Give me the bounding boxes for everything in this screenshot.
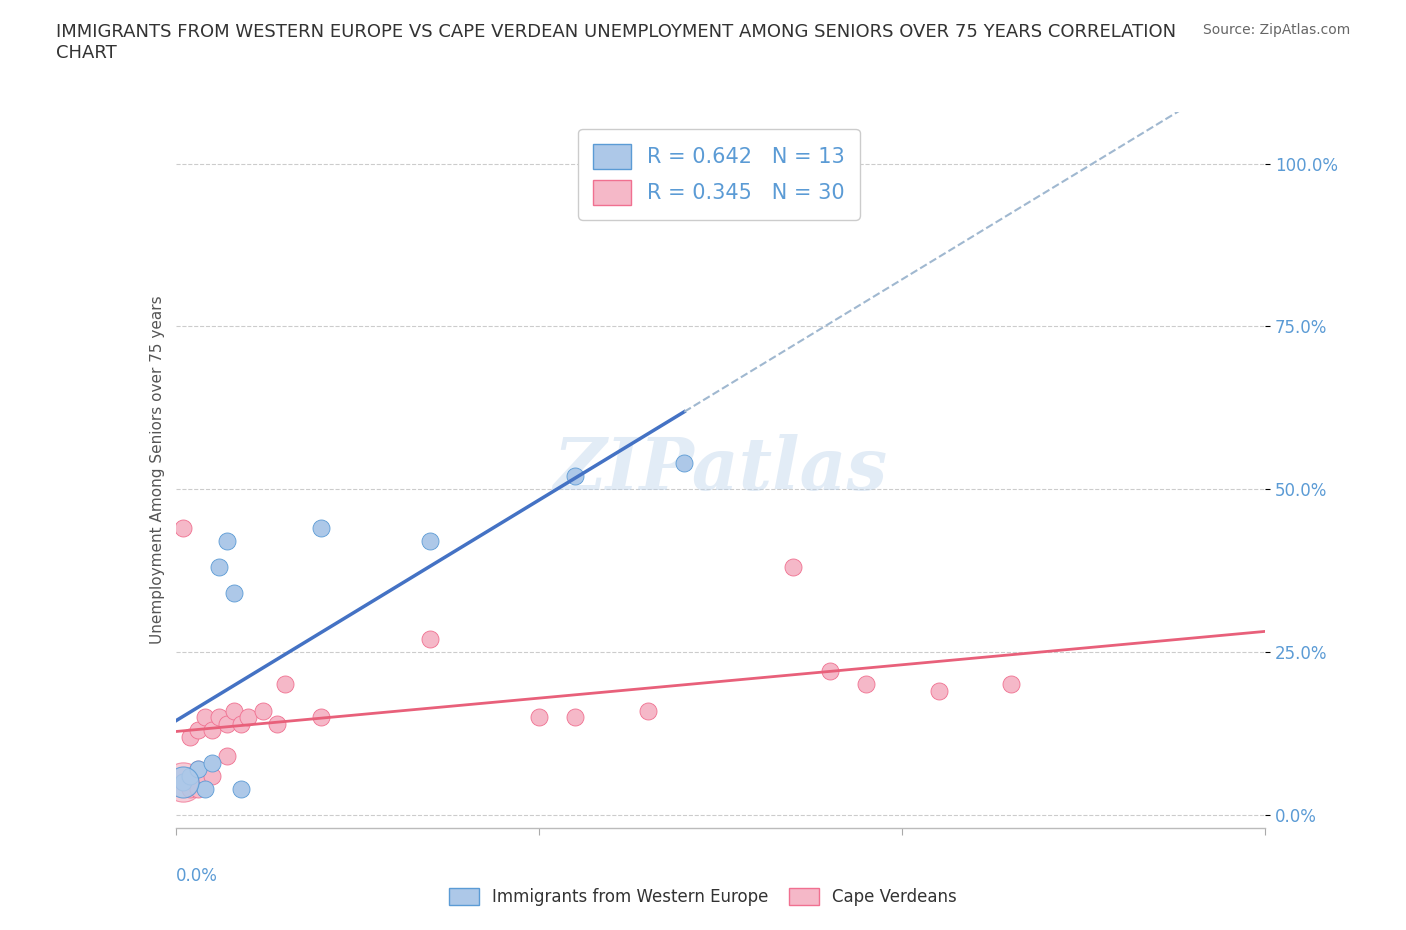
Point	[564, 469, 586, 484]
Point	[818, 664, 841, 679]
Point	[252, 703, 274, 718]
Point	[186, 762, 209, 777]
Point	[201, 755, 224, 770]
Point	[238, 710, 260, 724]
Point	[186, 723, 209, 737]
Point	[201, 723, 224, 737]
Point	[309, 710, 332, 724]
Point	[194, 781, 217, 796]
Point	[231, 781, 253, 796]
Point	[179, 768, 201, 783]
Point	[673, 456, 696, 471]
Point	[266, 716, 288, 731]
Point	[564, 710, 586, 724]
Point	[274, 677, 297, 692]
Point	[208, 560, 231, 575]
Text: 0.0%: 0.0%	[176, 867, 218, 885]
Point	[179, 781, 201, 796]
Point	[419, 631, 441, 646]
Legend: R = 0.642   N = 13, R = 0.345   N = 30: R = 0.642 N = 13, R = 0.345 N = 30	[578, 129, 859, 219]
Point	[194, 768, 217, 783]
Point	[309, 521, 332, 536]
Point	[172, 775, 194, 790]
Point	[194, 710, 217, 724]
Point	[208, 710, 231, 724]
Point	[172, 521, 194, 536]
Text: ZIPatlas: ZIPatlas	[554, 434, 887, 505]
Point	[172, 775, 194, 790]
Point	[215, 716, 238, 731]
Point	[419, 534, 441, 549]
Point	[222, 703, 245, 718]
Point	[179, 729, 201, 744]
Y-axis label: Unemployment Among Seniors over 75 years: Unemployment Among Seniors over 75 years	[149, 296, 165, 644]
Point	[1000, 677, 1022, 692]
Point	[201, 768, 224, 783]
Point	[215, 534, 238, 549]
Point	[172, 775, 194, 790]
Point	[172, 775, 194, 790]
Point	[637, 703, 659, 718]
Point	[222, 586, 245, 601]
Text: IMMIGRANTS FROM WESTERN EUROPE VS CAPE VERDEAN UNEMPLOYMENT AMONG SENIORS OVER 7: IMMIGRANTS FROM WESTERN EUROPE VS CAPE V…	[56, 23, 1177, 62]
Point	[231, 716, 253, 731]
Legend: Immigrants from Western Europe, Cape Verdeans: Immigrants from Western Europe, Cape Ver…	[443, 881, 963, 912]
Point	[186, 781, 209, 796]
Point	[215, 749, 238, 764]
Point	[186, 762, 209, 777]
Point	[855, 677, 877, 692]
Point	[928, 684, 950, 698]
Point	[527, 710, 550, 724]
Point	[782, 560, 804, 575]
Text: Source: ZipAtlas.com: Source: ZipAtlas.com	[1202, 23, 1350, 37]
